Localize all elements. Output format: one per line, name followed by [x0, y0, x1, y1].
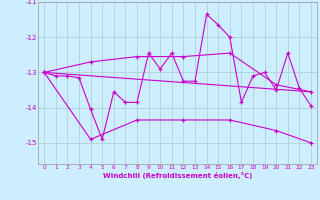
X-axis label: Windchill (Refroidissement éolien,°C): Windchill (Refroidissement éolien,°C)	[103, 172, 252, 179]
